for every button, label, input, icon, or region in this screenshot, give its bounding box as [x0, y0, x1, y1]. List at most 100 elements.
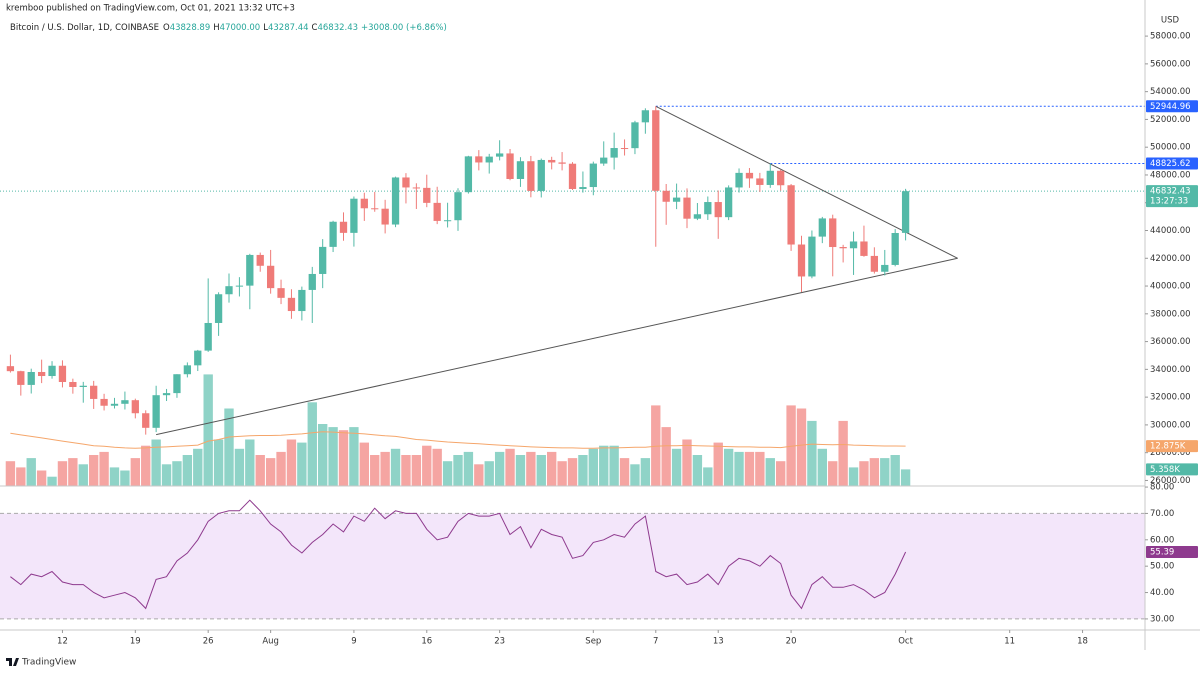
candle-body — [266, 265, 275, 289]
candle-body — [27, 371, 35, 385]
candle-body — [839, 247, 847, 249]
candle-body — [225, 286, 233, 295]
volume-bar — [692, 455, 703, 486]
volume-bar — [713, 442, 723, 486]
volume-bar — [484, 461, 494, 486]
candle-body — [152, 395, 160, 428]
volume-bar — [671, 448, 682, 486]
volume-bar — [640, 458, 651, 486]
price-line-label: 48825.62 — [1150, 159, 1191, 169]
candle-body — [829, 218, 837, 248]
candle-body — [194, 350, 202, 366]
x-tick-label: 11 — [1004, 637, 1015, 647]
volume-bar — [411, 455, 422, 486]
x-tick-label: 23 — [494, 637, 505, 647]
ohlc-value: 43828.89 — [170, 23, 211, 33]
volume-bar — [619, 458, 630, 486]
volume-bar — [900, 469, 911, 486]
rsi-tick-label: 30.00 — [1150, 614, 1174, 624]
candle-body — [162, 393, 171, 396]
candle-body — [381, 208, 389, 225]
volume-bar — [775, 461, 786, 486]
x-tick-label: 7 — [653, 637, 658, 647]
volume-bar — [807, 420, 817, 486]
candle-body — [620, 148, 629, 150]
volume-bar — [494, 451, 505, 486]
volume-bar — [546, 451, 557, 486]
candle-body — [787, 185, 795, 245]
volume-bar — [765, 458, 775, 486]
candle-body — [579, 187, 587, 189]
candle-body — [527, 161, 535, 191]
candle-body — [100, 398, 108, 406]
candle-body — [808, 236, 816, 277]
volume-ma-label-box — [1146, 440, 1198, 453]
candle-body — [58, 365, 67, 382]
volume-bar — [723, 448, 734, 486]
candle-body — [766, 170, 774, 185]
volume-bar — [786, 405, 796, 486]
volume-bar — [828, 461, 838, 486]
volume-bar — [859, 461, 869, 486]
volume-bar — [890, 455, 900, 486]
y-tick-label: 52000.00 — [1150, 115, 1191, 125]
rsi-line — [10, 499, 907, 610]
candle-body — [142, 413, 150, 428]
candle-body — [797, 244, 806, 277]
volume-bar — [109, 467, 120, 486]
volume-ma-label: 12.875K — [1150, 442, 1186, 452]
candle-body — [870, 255, 879, 272]
volume-bar — [78, 464, 88, 486]
candle-body — [735, 172, 743, 188]
rsi-label-box — [1146, 545, 1198, 558]
trendline — [655, 105, 958, 259]
candle-body — [308, 273, 316, 290]
volume-bar — [338, 430, 349, 486]
y-tick-label: 56000.00 — [1150, 59, 1191, 69]
volume-bar — [380, 451, 390, 486]
x-tick-label: Aug — [262, 637, 279, 647]
rsi-tick-label: 70.00 — [1150, 509, 1174, 519]
candle-body — [121, 400, 129, 404]
candle-body — [777, 170, 785, 186]
volume-bar — [734, 451, 744, 486]
volume-bar — [255, 455, 265, 486]
candle-body — [568, 163, 577, 189]
volume-bar — [286, 439, 297, 486]
candle-body — [901, 191, 910, 233]
candle-body — [423, 187, 431, 203]
y-tick-label: 54000.00 — [1150, 87, 1191, 97]
ohlc-value: 43287.44 — [268, 23, 309, 33]
y-tick-label: 58000.00 — [1150, 32, 1191, 42]
x-tick-label: 16 — [421, 637, 432, 647]
candle-body — [548, 159, 556, 163]
candle-body — [79, 385, 87, 387]
symbol: Bitcoin / U.S. Dollar, 1D, COINBASE — [10, 23, 159, 33]
candle-body — [631, 122, 639, 149]
y-tick-label: 30000.00 — [1150, 420, 1191, 430]
volume-bar — [390, 448, 401, 486]
volume-bar — [234, 448, 245, 486]
ohlc-value: 47000.00 — [220, 23, 261, 33]
candle-body — [412, 187, 421, 189]
volume-bar — [57, 461, 68, 486]
volume-bar — [193, 448, 203, 486]
rsi-label: 55.39 — [1150, 547, 1174, 557]
candle-body — [672, 197, 681, 202]
volume-bar — [599, 445, 609, 486]
candle-body — [298, 289, 306, 312]
candle-body — [339, 221, 348, 233]
candle-body — [204, 322, 212, 351]
volume-bar — [16, 467, 26, 486]
price-line-label: 52944.96 — [1150, 102, 1191, 112]
y-tick-label: 42000.00 — [1150, 254, 1191, 264]
candle-body — [246, 254, 254, 286]
candle-body — [214, 294, 223, 323]
candle-body — [849, 241, 858, 249]
publisher: kremboo published on TradingView.com, Oc… — [6, 4, 295, 14]
volume-bar — [349, 427, 359, 486]
volume-bar — [515, 455, 526, 486]
y-tick-label: 28000.00 — [1150, 448, 1191, 458]
volume-bar — [442, 461, 453, 486]
candle-body — [69, 381, 77, 387]
